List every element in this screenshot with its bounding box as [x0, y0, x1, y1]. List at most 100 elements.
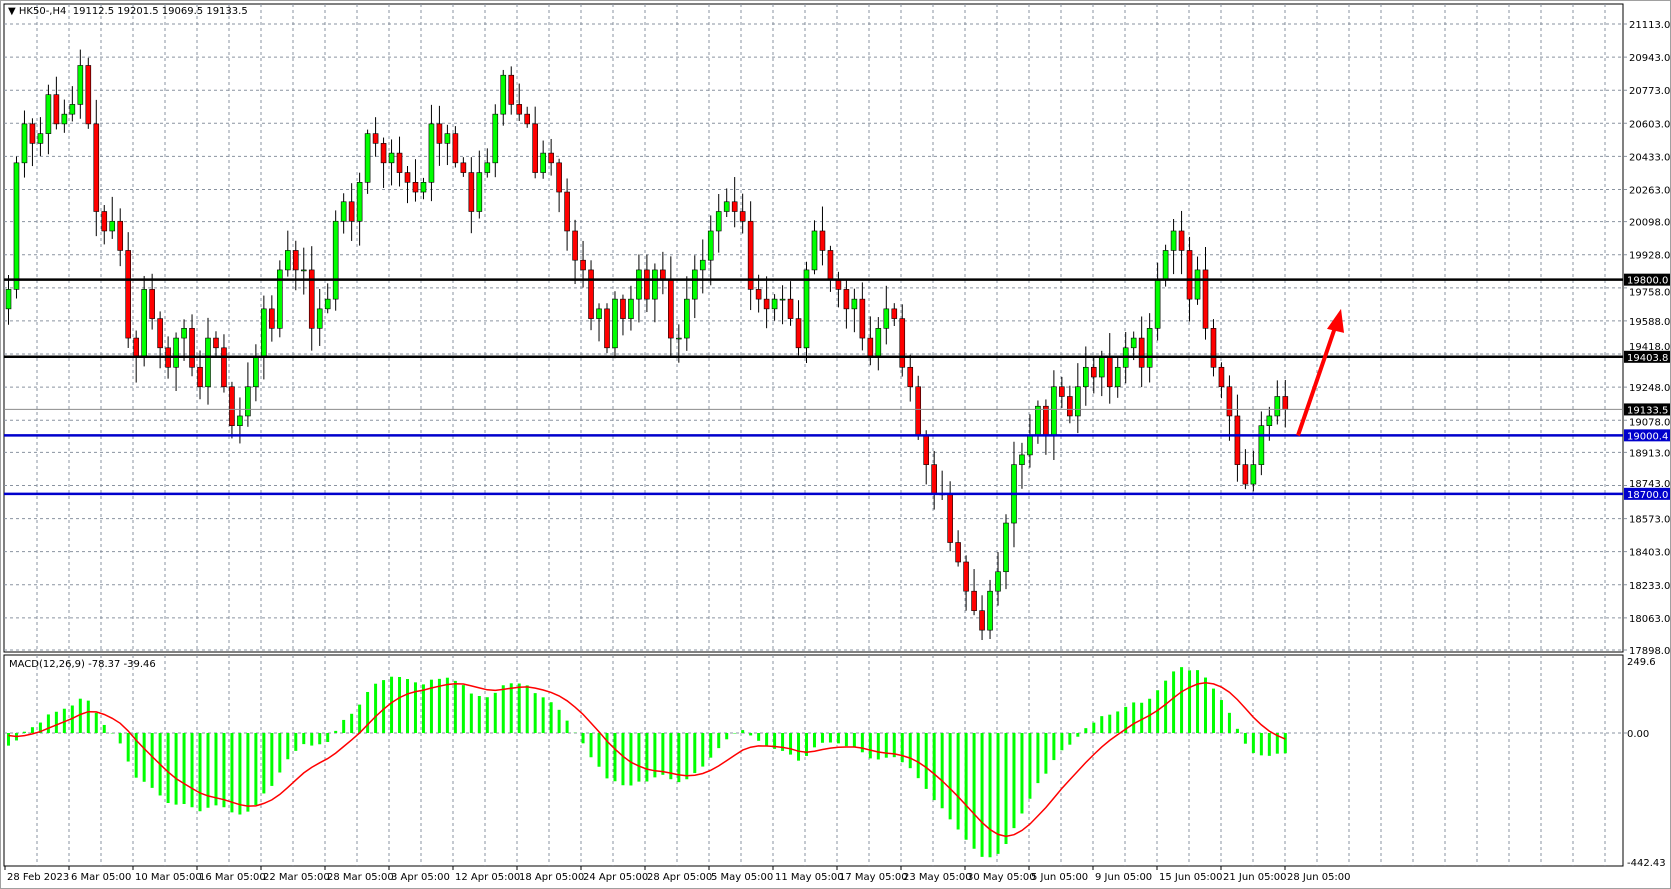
candle-body — [1258, 425, 1265, 465]
symbol-label: HK50-,H4 — [18, 6, 67, 17]
candle — [308, 246, 315, 351]
candle-body — [1130, 337, 1137, 349]
candle — [883, 285, 890, 345]
candle — [157, 311, 163, 369]
candle-body — [101, 211, 108, 232]
candle — [149, 273, 155, 330]
price-tick-label: 18743.0 — [1629, 479, 1670, 490]
candle — [5, 274, 12, 325]
candle — [101, 205, 108, 245]
price-tick-label: 21113.0 — [1629, 20, 1670, 31]
candle-body — [1043, 405, 1049, 436]
candle-body — [979, 610, 985, 631]
price-tick-label: 19418.0 — [1629, 342, 1670, 353]
candle-body — [540, 152, 546, 173]
candle — [963, 555, 969, 611]
macd-tick-label: -442.43 — [1627, 858, 1666, 869]
candle — [420, 177, 427, 200]
candle-body — [1250, 464, 1257, 485]
candle-body — [508, 74, 515, 105]
level-label: 19403.8 — [1627, 353, 1668, 364]
candle-body — [500, 74, 507, 115]
candle — [484, 148, 491, 178]
candle — [412, 159, 419, 202]
candle-body — [29, 123, 36, 144]
candle — [292, 240, 299, 291]
price-tick-label: 20943.0 — [1629, 53, 1670, 64]
candle-body — [277, 269, 283, 329]
candle — [795, 300, 802, 356]
macd-signal-line — [8, 681, 1286, 838]
macd-header: MACD(12,26,9) -78.37 -39.46 — [9, 659, 156, 670]
candle-body — [5, 289, 12, 310]
candle-body — [532, 123, 538, 173]
candle — [1274, 380, 1281, 425]
price-tick-label: 18233.0 — [1629, 581, 1670, 592]
candle — [548, 138, 554, 176]
candle-body — [468, 172, 475, 212]
time-tick-label: 24 Apr 05:00 — [583, 872, 648, 883]
candle — [380, 137, 387, 188]
time-tick-label: 11 May 05:00 — [775, 872, 844, 883]
candle — [811, 220, 818, 275]
candle — [843, 280, 850, 329]
candle — [396, 136, 403, 187]
candle — [1258, 411, 1265, 476]
candle-body — [811, 230, 818, 271]
candle — [572, 219, 578, 285]
candle — [372, 117, 379, 157]
candle-body — [428, 123, 435, 183]
candle-body — [117, 220, 124, 251]
candle — [715, 194, 722, 253]
candle-body — [420, 182, 427, 193]
candle — [899, 304, 906, 377]
candle — [213, 331, 219, 357]
candle-body — [835, 279, 842, 290]
candle — [444, 124, 451, 166]
price-tick-label: 17898.0 — [1629, 646, 1670, 657]
candle — [1210, 319, 1217, 377]
candle — [269, 295, 275, 342]
candle-body — [444, 133, 451, 144]
candle-body — [652, 269, 658, 300]
candle — [69, 86, 76, 122]
candle — [747, 201, 754, 311]
time-tick-label: 21 Jun 05:00 — [1223, 872, 1287, 883]
candle — [61, 99, 68, 133]
candle — [739, 193, 746, 234]
candle — [620, 294, 626, 336]
candle-body — [596, 308, 602, 319]
time-tick-label: 28 Mar 05:00 — [327, 872, 394, 883]
candle-body — [524, 113, 531, 125]
candle-body — [715, 211, 722, 232]
time-tick-label: 12 Apr 05:00 — [455, 872, 520, 883]
candle-body — [723, 201, 730, 212]
price-tick-label: 20098.0 — [1629, 218, 1670, 229]
candle-body — [396, 152, 403, 173]
time-tick-label: 6 Mar 05:00 — [71, 872, 131, 883]
time-tick-label: 28 Feb 2023 — [7, 872, 69, 883]
candle-body — [763, 298, 770, 310]
candle-body — [548, 152, 554, 164]
candle-body — [1202, 269, 1209, 329]
candle — [971, 569, 977, 616]
candle-body — [412, 182, 419, 193]
level-label-box — [1624, 350, 1670, 363]
candle-body — [1067, 396, 1073, 417]
price-tick-label: 19758.0 — [1629, 288, 1670, 299]
candle — [364, 129, 371, 194]
candle — [1170, 218, 1177, 275]
triangle-down-icon[interactable]: ▼ — [8, 6, 16, 17]
level-label: 19000.4 — [1627, 431, 1668, 442]
candle-body — [620, 298, 626, 319]
candle-body — [197, 366, 203, 388]
candle-body — [556, 162, 562, 193]
candle-body — [1194, 269, 1201, 300]
candle — [1067, 385, 1073, 424]
candle — [1242, 449, 1249, 490]
candle-body — [731, 201, 738, 212]
candle-body — [755, 289, 762, 300]
candle-body — [149, 289, 155, 319]
candle — [436, 105, 443, 166]
